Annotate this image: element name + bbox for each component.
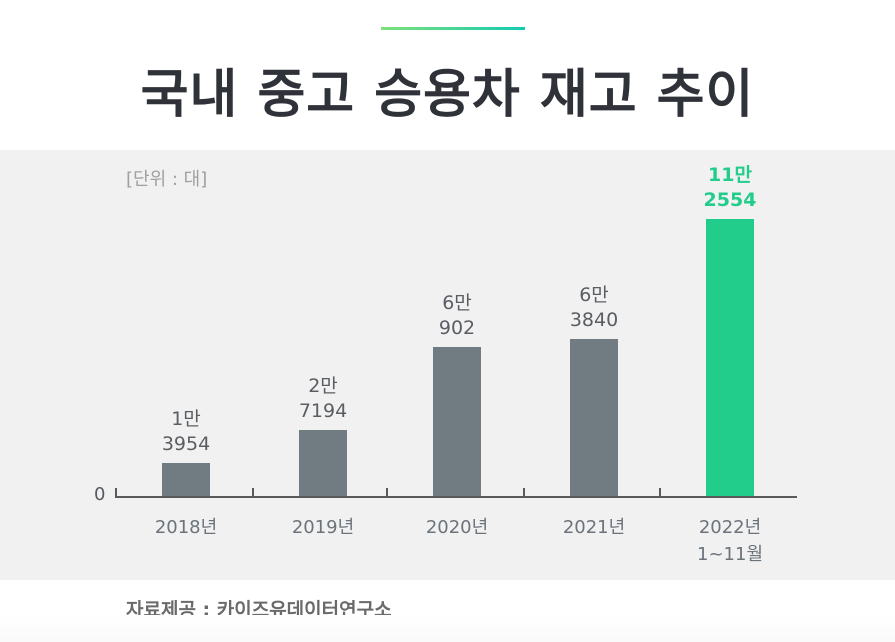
bar-value-line1: 1만 [171,408,201,430]
bar-0 [162,463,210,497]
bar-1 [299,430,347,497]
bar-value-line1: 6만 [442,292,472,314]
x-axis-label: 2019년 [291,517,355,538]
x-axis-label: 2020년 [425,517,489,538]
x-axis-label: 2022년 1~11월 [697,517,763,565]
bar-value-line1: 6만 [579,284,609,306]
x-axis-tick [252,488,254,497]
bar-value-label: 2만 7194 [263,374,383,424]
x-axis-tick [115,488,117,497]
bar-value-label: 6만 3840 [534,283,654,333]
bar-value-label: 11만 2554 [670,163,790,213]
bar-value-label: 1만 3954 [126,407,246,457]
bar-value-line2: 7194 [298,400,348,422]
bar-value-line2: 902 [438,317,476,339]
bar-value-line2: 2554 [703,189,757,211]
footer [0,615,895,642]
bar-value-line2: 3840 [569,309,619,331]
unit-label: [단위 : 대] [126,169,208,190]
y-axis-zero-label: 0 [94,484,106,505]
x-axis-tick [659,488,661,497]
x-axis [115,496,797,498]
bar-value-line1: 11만 [708,164,752,186]
x-axis-tick [386,488,388,497]
x-axis-label: 2018년 [154,517,218,538]
x-axis-label: 2021년 [562,517,626,538]
bar-3 [570,339,618,497]
x-axis-tick [523,488,525,497]
chart-title: 국내 중고 승용차 재고 추이 [140,65,755,125]
bar-value-label: 6만 902 [397,291,517,341]
bar-value-line2: 3954 [161,433,211,455]
bar-4 [706,219,754,497]
title-accent-line [381,27,525,30]
bar-2 [433,347,481,497]
bar-value-line1: 2만 [308,375,338,397]
